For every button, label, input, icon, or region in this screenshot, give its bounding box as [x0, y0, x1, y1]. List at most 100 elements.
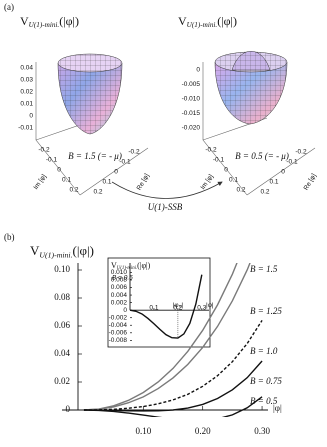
im-tick-label: -0.2: [38, 147, 50, 154]
y-tick-label: 0.10: [54, 264, 70, 274]
arrow-label: U(1)-SSB: [148, 202, 183, 212]
im-tick-label: 0.2: [69, 187, 78, 194]
surface-plot-right: [202, 51, 316, 196]
z-tick-label: -0.020: [182, 125, 201, 132]
plot-title: VU(1)-mini.(|φ|): [111, 261, 151, 271]
annotation: |φ₀|: [173, 302, 184, 309]
im-axis-label: Im [φ]: [32, 173, 48, 191]
im-tick-label: 0.2: [236, 187, 245, 194]
z-tick-label: 0.01: [20, 101, 33, 108]
x-tick-label: 0.3: [197, 305, 206, 312]
im-tick-label: 0.1: [62, 177, 71, 184]
series-group: [129, 274, 203, 339]
y-tick-label: 0.08: [54, 292, 70, 302]
im-tick-label: 0: [224, 167, 228, 174]
z-tick-label: 0: [196, 67, 200, 74]
re-tick-label: 0.1: [269, 179, 278, 186]
series-group: [83, 263, 263, 417]
re-tick-label: -0.1: [119, 159, 131, 166]
title-main: V: [178, 14, 187, 28]
z-tick-label: 0.04: [20, 65, 33, 72]
re-axis-label: Re [φ]: [303, 172, 318, 191]
z-tick-label: -0.015: [182, 110, 201, 117]
y-tick-label: 0.06: [54, 320, 70, 330]
im-tick-label: 0: [57, 167, 61, 174]
title-sub: U(1)-mini.: [39, 250, 72, 259]
x-tick-label: 0.2: [173, 305, 182, 312]
re-tick-label: 0.2: [260, 189, 269, 196]
y-tick-label: 0.006: [111, 284, 128, 291]
plot-title: VU(1)-mini.(|φ|): [178, 14, 237, 29]
x-axis-label: |φ|: [206, 302, 214, 309]
y-tick-label: 0.002: [111, 299, 128, 306]
re-tick-label: -0.2: [295, 149, 307, 156]
re-tick-label: -0.1: [286, 159, 298, 166]
re-tick-label: -0.2: [128, 149, 140, 156]
plot-title: VU(1)-mini.(|φ|): [20, 14, 79, 29]
y-tick-label: 0.008: [111, 277, 128, 284]
title-arg: (|φ|): [217, 14, 237, 28]
line-series: [83, 263, 251, 411]
surface-plot-left: [35, 53, 149, 196]
x-tick-label: 0.20: [195, 426, 211, 436]
series-label: B = 0.5: [112, 275, 133, 282]
x-tick-label: 0.30: [254, 426, 270, 436]
y-tick-label: -0.006: [109, 330, 128, 337]
title-main: V: [111, 261, 117, 270]
y-tick-label: 0: [66, 404, 71, 414]
y-tick-label: -0.004: [109, 322, 128, 329]
annotation: B = 0.5 (= - μ): [235, 151, 289, 161]
series-label: B = 1.0: [250, 346, 278, 356]
line-series: [129, 274, 203, 339]
re-tick-label: 0: [114, 169, 118, 176]
z-tick-label: -0.010: [182, 96, 201, 103]
re-tick-label: 0.2: [93, 189, 102, 196]
im-tick-label: 0.1: [229, 177, 238, 184]
z-tick-label: 0.03: [20, 77, 33, 84]
x-axis-label: |φ|: [273, 403, 282, 413]
im-tick-label: -0.1: [46, 157, 58, 164]
z-tick-label: 0.02: [20, 89, 33, 96]
y-tick-label: 0: [123, 307, 127, 314]
title-main: V: [20, 14, 29, 28]
title-sub: U(1)-mini.: [187, 21, 218, 29]
plot-title: VU(1)-mini.(|φ|): [30, 243, 94, 259]
series-label: B = 0.75: [250, 376, 282, 386]
line-series: [83, 263, 238, 411]
re-axis-label: Re [φ]: [136, 172, 151, 191]
title-arg: (|φ|): [59, 14, 79, 28]
series-label: B = 0.5: [250, 396, 278, 406]
x-tick-label: 0.1: [149, 305, 158, 312]
series-label: B = 1.25: [250, 306, 282, 316]
y-tick-label: 0.010: [111, 269, 128, 276]
y-tick-label: 0.04: [54, 348, 70, 358]
y-tick-label: -0.008: [109, 337, 128, 344]
im-tick-label: -0.1: [213, 157, 225, 164]
title-sub: U(1)-mini.: [29, 21, 60, 29]
z-tick-label: -0.005: [182, 81, 201, 88]
ssb-arrow: [111, 181, 223, 199]
panel-label: (a): [4, 2, 14, 12]
line-series: [83, 360, 263, 412]
z-tick-label: -0.01: [18, 125, 33, 132]
title-arg: (|φ|): [73, 243, 94, 258]
inset-frame: [107, 257, 211, 348]
y-tick-label: 0.02: [54, 376, 70, 386]
im-axis-label: Im [φ]: [199, 173, 215, 191]
x-tick-label: 0.10: [135, 426, 151, 436]
line-series: [83, 320, 263, 411]
re-tick-label: 0.1: [102, 179, 111, 186]
im-tick-label: -0.2: [205, 147, 217, 154]
title-sub: U(1)-mini.: [117, 266, 137, 271]
line-series: [83, 396, 263, 417]
annotation: B = 1.5 (= - μ): [68, 151, 122, 161]
y-tick-label: -0.002: [109, 314, 128, 321]
series-label: B = 1.5: [250, 264, 278, 274]
re-tick-label: 0: [281, 169, 285, 176]
panel-label: (b): [4, 232, 15, 242]
y-tick-label: 0.004: [111, 292, 128, 299]
title-arg: (|φ|): [137, 261, 150, 270]
z-tick-label: 0: [29, 113, 33, 120]
title-main: V: [30, 243, 40, 258]
